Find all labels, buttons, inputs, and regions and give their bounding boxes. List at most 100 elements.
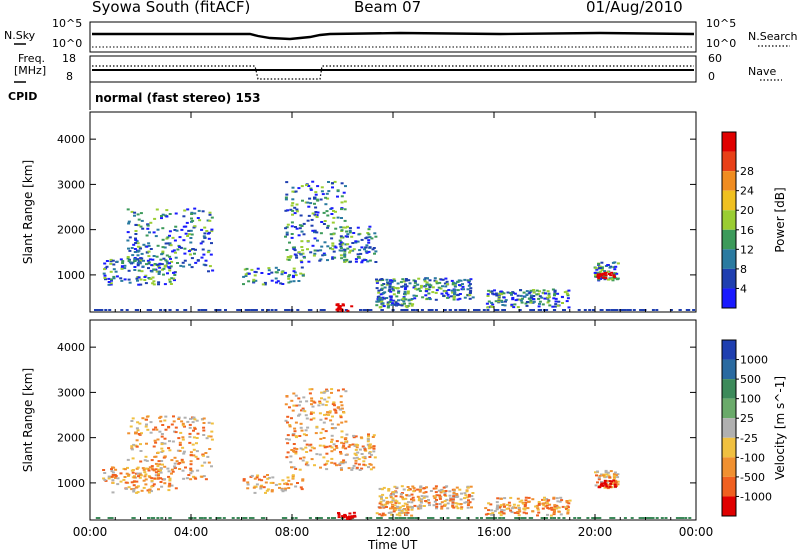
power-echo <box>134 237 137 240</box>
velocity-echo <box>385 501 389 504</box>
velocity-echo <box>160 485 164 488</box>
nsky-trace <box>92 31 695 41</box>
power-echo <box>364 309 368 311</box>
power-echo <box>187 233 191 236</box>
velocity-echo <box>190 470 194 473</box>
velocity-echo <box>344 454 348 456</box>
velocity-echo <box>244 517 248 519</box>
velocity-echo <box>296 482 299 484</box>
velocity-echo <box>555 497 559 500</box>
power-echo <box>201 240 205 243</box>
power-echo <box>137 218 141 221</box>
velocity-echo <box>318 412 322 415</box>
velocity-echo <box>182 477 186 480</box>
power-echo <box>424 285 427 287</box>
velocity-echo <box>337 389 340 392</box>
power-echo <box>425 290 429 293</box>
power-echo <box>378 297 382 300</box>
velocity-echo <box>418 490 422 493</box>
power-echo <box>166 242 170 245</box>
velocity-echo <box>433 497 437 500</box>
velocity-echo <box>342 459 346 462</box>
velocity-echo <box>531 510 535 513</box>
power-echo <box>613 275 616 278</box>
power-echo <box>337 308 341 311</box>
velocity-echo <box>132 484 136 487</box>
velocity-echo <box>356 451 360 454</box>
velocity-echo <box>299 426 303 429</box>
power-echo <box>536 293 540 296</box>
power-echo <box>450 289 454 292</box>
power-echo <box>389 298 393 301</box>
velocity-echo <box>410 506 414 509</box>
power-echo <box>342 191 346 194</box>
power-colorbar-label: 8 <box>740 263 747 276</box>
velocity-echo <box>597 486 601 489</box>
velocity-echo <box>568 499 572 502</box>
velocity-echo <box>189 454 193 457</box>
velocity-echo <box>407 489 410 492</box>
velocity-echo <box>139 460 143 463</box>
velocity-echo <box>525 512 528 515</box>
power-echo <box>447 289 451 291</box>
velocity-echo <box>342 411 346 414</box>
power-echo <box>385 283 389 286</box>
velocity-echo <box>550 506 553 509</box>
velocity-echo <box>550 508 554 511</box>
velocity-echo <box>596 470 599 473</box>
power-echo <box>313 231 316 234</box>
velocity-echo <box>246 481 250 484</box>
power-echo <box>157 271 161 274</box>
velocity-echo <box>403 517 407 519</box>
velocity-echo <box>372 447 376 450</box>
velocity-echo <box>322 421 326 424</box>
power-echo <box>340 229 344 232</box>
power-echo <box>274 309 278 311</box>
velocity-echo <box>210 430 214 433</box>
power-colorbar-segment <box>722 288 736 308</box>
power-echo <box>332 210 335 212</box>
velocity-echo <box>352 457 356 460</box>
velocity-echo <box>369 517 373 519</box>
velocity-echo <box>443 503 447 506</box>
velocity-echo <box>459 498 463 501</box>
power-echo <box>349 260 352 263</box>
velocity-echo <box>438 496 442 499</box>
velocity-echo <box>391 499 395 502</box>
velocity-echo <box>185 477 189 480</box>
power-echo <box>275 281 278 284</box>
power-echo <box>591 309 595 311</box>
power-echo <box>642 309 646 311</box>
velocity-echo <box>491 512 495 515</box>
velocity-echo <box>325 388 329 391</box>
velocity-echo <box>319 517 323 519</box>
velocity-echo <box>400 509 404 512</box>
power-echo <box>529 289 533 292</box>
velocity-echo <box>340 441 344 444</box>
velocity-echo <box>471 498 475 501</box>
cpid-label: CPID <box>8 90 38 103</box>
velocity-echo <box>458 488 462 491</box>
power-echo <box>542 289 546 292</box>
power-echo <box>611 261 615 264</box>
power-echo <box>406 290 410 293</box>
power-echo <box>497 297 501 300</box>
power-echo <box>466 288 470 291</box>
power-echo <box>360 261 364 264</box>
velocity-echo <box>302 409 305 412</box>
power-echo <box>386 282 390 285</box>
power-echo <box>331 233 335 236</box>
power-echo <box>363 248 366 251</box>
power-echo <box>290 221 294 224</box>
power-echo <box>610 271 614 274</box>
power-echo <box>165 209 169 212</box>
freq-panel <box>89 55 697 83</box>
velocity-echo <box>284 487 288 490</box>
velocity-echo <box>541 517 544 519</box>
velocity-echo <box>310 446 314 449</box>
power-echo <box>182 225 186 228</box>
velocity-echo <box>613 471 617 474</box>
velocity-echo <box>150 459 154 462</box>
velocity-echo <box>606 487 610 490</box>
velocity-echo <box>170 484 174 487</box>
